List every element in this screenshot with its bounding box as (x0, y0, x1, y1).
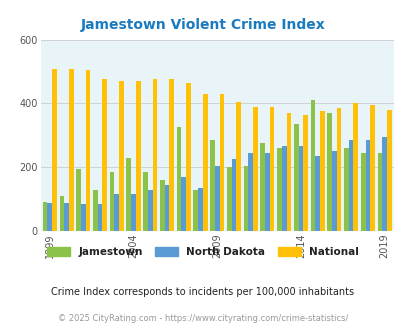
Bar (236, 102, 241, 231)
Bar (336, 108, 341, 231)
Text: Crime Index corresponds to incidents per 100,000 inhabitants: Crime Index corresponds to incidents per… (51, 287, 354, 297)
Bar (331, 151, 336, 231)
Bar (248, 153, 252, 231)
Bar (119, 81, 124, 231)
Bar (214, 166, 219, 231)
Bar (47, 203, 52, 231)
Bar (298, 147, 303, 231)
Bar (202, 94, 207, 231)
Bar (386, 110, 391, 231)
Bar (210, 140, 214, 231)
Bar (326, 113, 331, 231)
Bar (269, 107, 274, 231)
Bar (143, 172, 147, 231)
Bar (369, 105, 374, 231)
Bar (185, 82, 190, 231)
Bar (169, 80, 174, 231)
Bar (43, 202, 47, 231)
Bar (293, 124, 298, 231)
Bar (64, 203, 69, 231)
Bar (81, 204, 85, 231)
Bar (226, 167, 231, 231)
Bar (85, 70, 90, 231)
Bar (310, 100, 315, 231)
Bar (382, 137, 386, 231)
Bar (114, 194, 119, 231)
Bar (319, 112, 324, 231)
Bar (76, 169, 81, 231)
Text: Jamestown Violent Crime Index: Jamestown Violent Crime Index (81, 18, 324, 32)
Bar (360, 153, 364, 231)
Bar (109, 172, 114, 231)
Bar (160, 180, 164, 231)
Bar (286, 113, 290, 231)
Bar (303, 115, 307, 231)
Bar (102, 80, 107, 231)
Bar (52, 69, 57, 231)
Bar (136, 81, 140, 231)
Bar (98, 204, 102, 231)
Bar (219, 94, 224, 231)
Legend: Jamestown, North Dakota, National: Jamestown, North Dakota, National (44, 244, 361, 260)
Bar (164, 185, 169, 231)
Bar (315, 156, 319, 231)
Bar (60, 196, 64, 231)
Bar (348, 140, 353, 231)
Bar (69, 69, 73, 231)
Bar (231, 159, 236, 231)
Bar (260, 143, 264, 231)
Bar (147, 189, 152, 231)
Bar (277, 148, 281, 231)
Bar (243, 166, 248, 231)
Bar (264, 153, 269, 231)
Bar (193, 189, 198, 231)
Bar (126, 158, 131, 231)
Bar (252, 107, 257, 231)
Text: © 2025 CityRating.com - https://www.cityrating.com/crime-statistics/: © 2025 CityRating.com - https://www.city… (58, 314, 347, 323)
Bar (131, 194, 136, 231)
Bar (364, 140, 369, 231)
Bar (181, 177, 185, 231)
Bar (281, 147, 286, 231)
Bar (176, 127, 181, 231)
Bar (353, 103, 357, 231)
Bar (377, 153, 382, 231)
Bar (343, 148, 348, 231)
Bar (152, 80, 157, 231)
Bar (93, 189, 98, 231)
Bar (198, 188, 202, 231)
